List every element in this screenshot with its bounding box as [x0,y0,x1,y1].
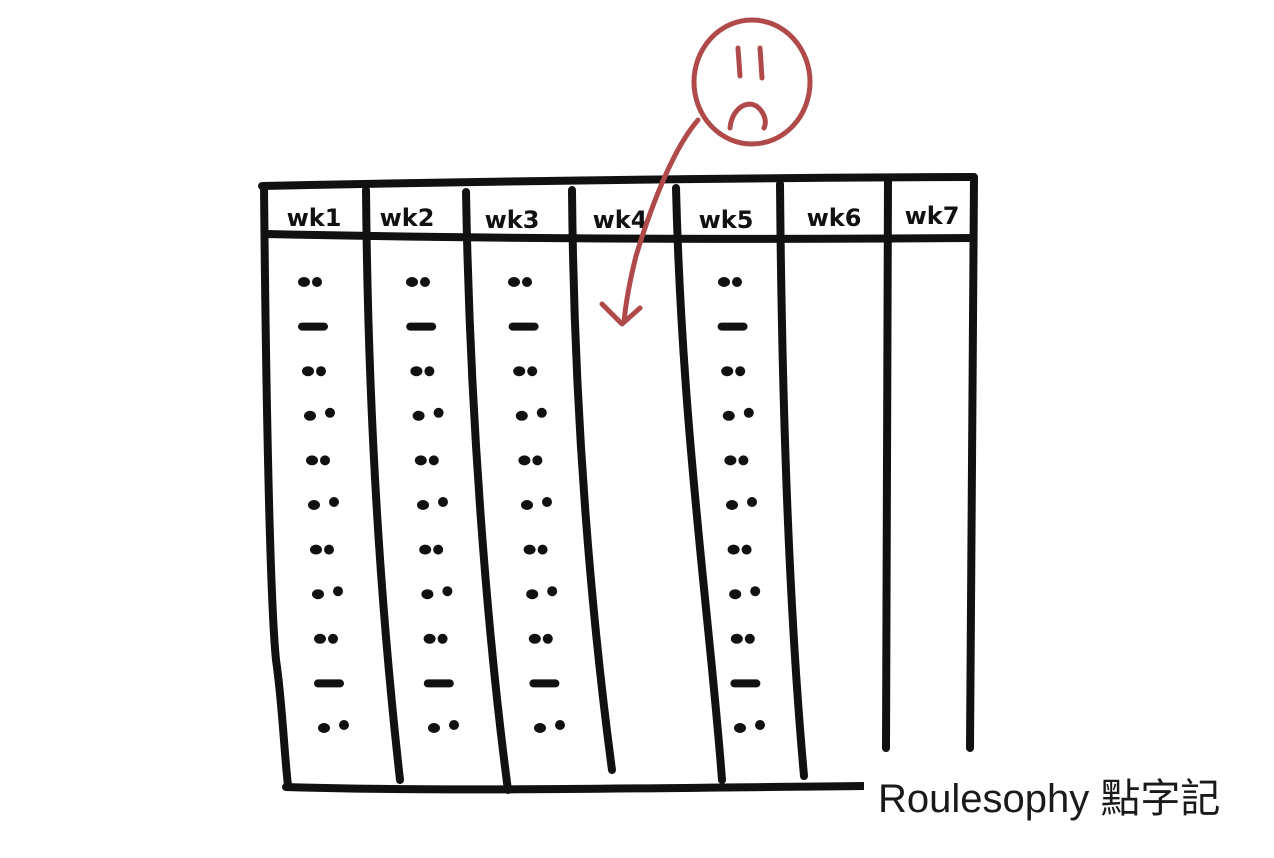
record-dot-wk5-8 [729,586,761,600]
sad-face-outline [691,17,813,147]
header-label-wk2: wk2 [380,204,435,232]
annotation [599,17,813,327]
record-dot-wk5-10 [730,679,761,688]
header-label-wk4: wk4 [593,206,648,234]
record-dot-wk5-11 [734,720,765,733]
record-dot-wk1-9 [314,633,338,644]
header-label-wk6: wk6 [807,204,862,232]
record-dot-wk3-7 [523,544,548,555]
record-dot-wk3-2 [508,322,539,331]
record-dot-wk1-6 [308,497,339,510]
record-dot-wk5-4 [722,407,754,421]
record-dot-wk3-8 [526,586,558,600]
record-dot-wk3-11 [534,720,565,733]
arrow-shaft [621,117,701,325]
table-top-border [258,173,978,190]
header-label-wk1: wk1 [287,204,342,232]
column-divider-2 [462,188,512,794]
record-dot-wk1-3 [302,366,326,377]
header-label-wk5: wk5 [699,206,754,234]
table-bottom-border [282,782,868,794]
record-dot-wk3-4 [515,407,547,421]
record-dot-wk2-11 [428,720,459,733]
column-divider-4 [672,184,726,784]
header-label-wk3: wk3 [485,206,540,234]
record-dot-wk3-9 [528,633,553,644]
arrow-icon [599,117,701,327]
column-divider-5 [776,180,808,780]
record-dot-wk1-1 [298,277,322,287]
watermark-backdrop [864,752,1274,832]
record-dot-wk3-10 [529,679,560,688]
arrow-head [599,301,643,327]
record-dot-wk2-7 [419,544,444,555]
record-dot-wk3-5 [518,455,543,466]
record-dot-wk2-2 [406,322,437,331]
watermark-text: Roulesophy 點字記 [878,777,1221,821]
sad-face-mouth [727,101,768,131]
record-dots [298,277,765,733]
record-dot-wk5-3 [721,366,746,377]
column-divider-1 [362,186,404,784]
record-dot-wk1-2 [298,322,328,331]
sad-face-eye-right [757,45,765,81]
record-dot-wk2-5 [414,455,439,466]
sad-face-icon [691,17,813,147]
sad-face-eye-left [735,45,743,79]
record-dot-wk5-1 [718,277,742,287]
record-dot-wk1-5 [306,455,330,466]
record-dot-wk5-9 [730,633,755,644]
table-left-border [260,182,292,790]
record-dot-wk5-5 [724,455,749,466]
record-dot-wk2-3 [410,366,435,377]
record-dot-wk2-6 [417,497,448,510]
record-dot-wk2-4 [412,407,444,421]
header-label-wk7: wk7 [905,202,960,230]
record-dot-wk1-7 [310,544,334,555]
record-dot-wk2-10 [423,679,454,688]
record-dot-wk2-1 [406,277,430,287]
record-dot-wk5-6 [726,497,757,510]
record-dot-wk5-7 [727,544,752,555]
record-dot-wk3-1 [508,277,532,287]
column-divider-3 [568,186,616,774]
header-divider [262,230,976,243]
table-right-border [966,174,978,752]
record-dot-wk3-3 [513,366,538,377]
record-dot-wk1-10 [314,679,344,688]
record-dot-wk5-2 [717,322,748,331]
table-frame [258,173,978,794]
record-dot-wk1-11 [318,720,349,733]
header-labels: wk1 wk2 wk3 wk4 wk5 wk6 wk7 [287,202,960,234]
record-dot-wk2-8 [421,586,453,600]
record-dot-wk2-9 [423,633,448,644]
record-dot-wk3-6 [521,497,552,510]
column-divider-6 [882,176,892,752]
record-dot-wk1-8 [312,586,343,600]
record-dot-wk1-4 [304,407,335,421]
